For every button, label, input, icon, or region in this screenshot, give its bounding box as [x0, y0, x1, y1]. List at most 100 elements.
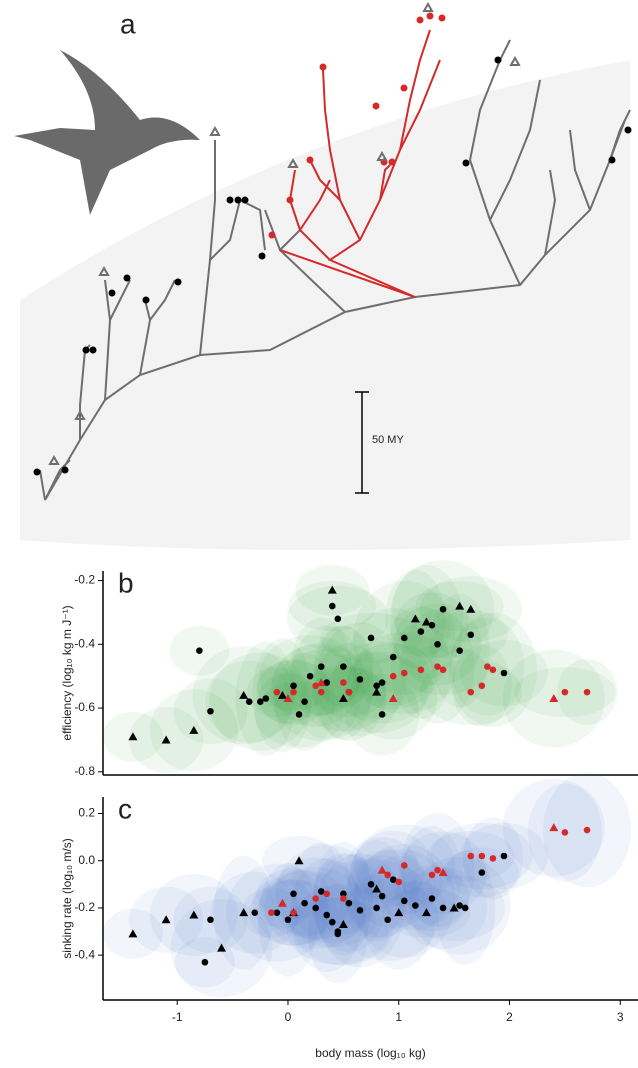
circle-point	[440, 905, 447, 912]
circle-point	[323, 890, 330, 897]
circle-point	[329, 603, 336, 610]
y-tick-label: -0.2	[74, 573, 95, 587]
circle-point	[562, 689, 569, 696]
scale-bar-label: 50 MY	[372, 434, 404, 446]
y-tick-label: -0.4	[74, 947, 95, 961]
uncertainty-ellipses	[103, 560, 617, 773]
circle-point	[490, 855, 497, 862]
circle-point	[307, 673, 314, 680]
circle-point	[290, 890, 297, 897]
circle-point	[335, 616, 342, 623]
y-tick-label: -0.4	[74, 636, 95, 650]
circle-point	[263, 695, 270, 702]
circle-point	[329, 919, 336, 926]
x-tick-label: 0	[285, 1010, 292, 1024]
circle-point	[562, 829, 569, 836]
circle-point	[312, 895, 319, 902]
circle-point	[479, 869, 486, 876]
circle-point	[434, 867, 441, 874]
circle-point	[395, 879, 402, 886]
circle-point	[434, 641, 441, 648]
circle-point	[207, 708, 214, 715]
panel-label: b	[118, 567, 134, 598]
circle-point	[318, 689, 325, 696]
circle-point	[479, 853, 486, 860]
circle-point	[346, 689, 353, 696]
circle-point	[290, 682, 297, 689]
circle-point	[373, 905, 380, 912]
circle-point	[401, 635, 408, 642]
circle-point	[268, 909, 275, 916]
circle-point	[418, 667, 425, 674]
y-tick-label: -0.2	[74, 900, 95, 914]
x-tick-label: 3	[617, 1010, 624, 1024]
uncertainty-ellipses	[103, 773, 631, 997]
circle-point	[429, 622, 436, 629]
x-tick-label: -1	[172, 1010, 183, 1024]
circle-point	[418, 628, 425, 635]
y-tick-label: -0.6	[74, 700, 95, 714]
circle-point	[390, 654, 397, 661]
circle-point	[390, 673, 397, 680]
circle-point	[368, 881, 375, 888]
circle-point	[257, 698, 264, 705]
circle-point	[456, 647, 463, 654]
circle-point	[301, 900, 308, 907]
circle-point	[335, 931, 342, 938]
circle-point	[384, 916, 391, 923]
circle-point	[434, 663, 441, 670]
circle-point	[207, 916, 214, 923]
page: a 50 MY -0.8-0.6-0.4-0.2efficiency (log₁…	[0, 0, 638, 1068]
circle-point	[429, 872, 436, 879]
y-tick-label: -0.8	[74, 764, 95, 778]
circle-point	[467, 689, 474, 696]
circle-point	[368, 635, 375, 642]
pterosaur-silhouette	[14, 50, 200, 215]
circle-point	[357, 676, 364, 683]
circle-point	[323, 912, 330, 919]
circle-point	[401, 670, 408, 677]
circle-point	[296, 711, 303, 718]
circle-point	[340, 663, 347, 670]
circle-point	[290, 909, 297, 916]
circle-point	[290, 689, 297, 696]
circle-point	[274, 689, 281, 696]
circle-point	[584, 689, 591, 696]
figure: a 50 MY -0.8-0.6-0.4-0.2efficiency (log₁…	[0, 0, 638, 1068]
circle-point	[318, 663, 325, 670]
circle-point	[440, 667, 447, 674]
x-tick-label: 2	[506, 1010, 513, 1024]
circle-point	[373, 682, 380, 689]
circle-point	[202, 959, 209, 966]
circle-point	[479, 682, 486, 689]
circle-point	[357, 907, 364, 914]
circle-point	[340, 895, 347, 902]
circle-point	[285, 916, 292, 923]
circle-point	[340, 679, 347, 686]
circle-point	[501, 670, 508, 677]
circle-point	[346, 900, 353, 907]
y-tick-label: 0.2	[78, 806, 95, 820]
circle-point	[412, 902, 419, 909]
y-axis-label: efficiency (log₁₀ kg m J⁻¹)	[60, 605, 74, 740]
circle-point	[379, 711, 386, 718]
circle-point	[401, 898, 408, 905]
x-tick-label: 1	[395, 1010, 402, 1024]
circle-point	[484, 663, 491, 670]
y-tick-label: 0.0	[78, 853, 95, 867]
circle-point	[246, 698, 253, 705]
circle-point	[429, 895, 436, 902]
circle-point	[379, 893, 386, 900]
circle-point	[467, 853, 474, 860]
circle-point	[196, 647, 203, 654]
circle-point	[490, 667, 497, 674]
circle-point	[379, 679, 386, 686]
circle-point	[251, 909, 258, 916]
circle-point	[584, 827, 591, 834]
circle-point	[312, 905, 319, 912]
circle-point	[467, 631, 474, 638]
circle-point	[401, 862, 408, 869]
circle-point	[501, 853, 508, 860]
circle-point	[462, 905, 469, 912]
phylogeny	[20, 4, 632, 550]
